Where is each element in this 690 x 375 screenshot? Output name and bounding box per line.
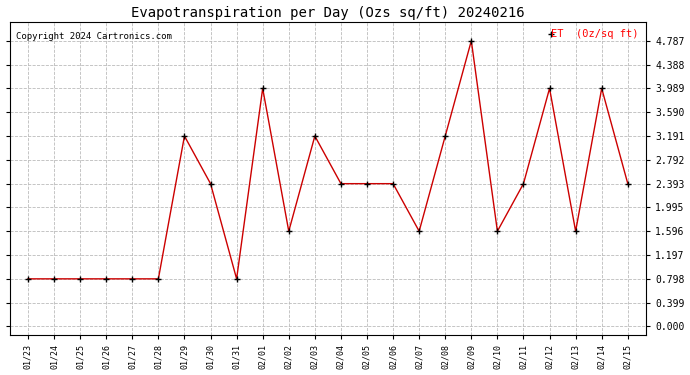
ET  (0z/sq ft) xyxy=(441,134,449,138)
ET  (0z/sq ft) xyxy=(128,277,137,281)
ET  (0z/sq ft) xyxy=(493,229,502,234)
ET  (0z/sq ft) xyxy=(102,277,110,281)
ET  (0z/sq ft) xyxy=(259,86,267,91)
ET  (0z/sq ft) xyxy=(520,182,528,186)
ET  (0z/sq ft) xyxy=(363,182,371,186)
Text: Copyright 2024 Cartronics.com: Copyright 2024 Cartronics.com xyxy=(16,32,172,40)
ET  (0z/sq ft) xyxy=(76,277,84,281)
ET  (0z/sq ft) xyxy=(180,134,188,138)
Title: Evapotranspiration per Day (Ozs sq/ft) 20240216: Evapotranspiration per Day (Ozs sq/ft) 2… xyxy=(131,6,524,20)
ET  (0z/sq ft) xyxy=(545,86,553,91)
ET  (0z/sq ft) xyxy=(206,182,215,186)
Legend: ET  (0z/sq ft): ET (0z/sq ft) xyxy=(549,27,641,42)
ET  (0z/sq ft) xyxy=(337,182,345,186)
ET  (0z/sq ft) xyxy=(233,277,241,281)
ET  (0z/sq ft) xyxy=(415,229,423,234)
ET  (0z/sq ft) xyxy=(598,86,606,91)
ET  (0z/sq ft) xyxy=(624,182,632,186)
Line: ET  (0z/sq ft): ET (0z/sq ft) xyxy=(25,38,631,282)
ET  (0z/sq ft) xyxy=(24,277,32,281)
ET  (0z/sq ft) xyxy=(284,229,293,234)
ET  (0z/sq ft) xyxy=(155,277,163,281)
ET  (0z/sq ft) xyxy=(310,134,319,138)
ET  (0z/sq ft) xyxy=(50,277,58,281)
ET  (0z/sq ft) xyxy=(571,229,580,234)
ET  (0z/sq ft) xyxy=(467,39,475,43)
ET  (0z/sq ft) xyxy=(389,182,397,186)
